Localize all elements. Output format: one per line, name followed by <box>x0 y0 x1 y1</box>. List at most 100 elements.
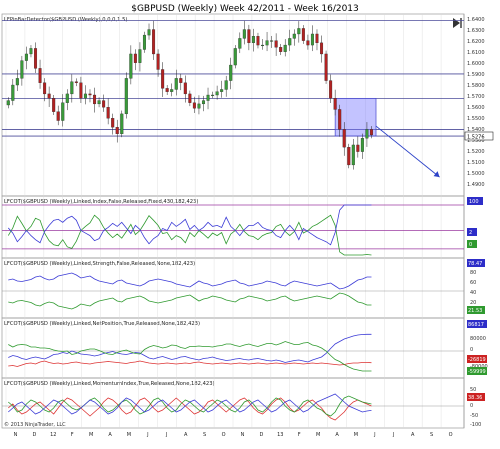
candle-body <box>43 82 47 95</box>
candle-body <box>215 91 219 96</box>
candle-body <box>329 80 333 99</box>
candle-body <box>265 40 269 46</box>
candle-body <box>274 40 278 48</box>
candle-body <box>283 44 287 52</box>
projection-line <box>375 125 440 178</box>
candle-body <box>52 98 56 112</box>
candle-body <box>120 113 124 135</box>
candle-body <box>369 129 373 136</box>
indicator-series-line <box>7 204 372 246</box>
candle-body <box>133 53 137 63</box>
candle-body <box>356 144 360 152</box>
x-tick-label: D <box>32 432 36 438</box>
momentum-tick: 50 <box>470 387 476 393</box>
indicator-series-line <box>7 214 372 256</box>
momentum-tick: 0 <box>470 403 473 409</box>
netposition-tick: 0 <box>470 347 473 353</box>
netposition-axis: 86817 80000 0 -26819 -80000 -59999 <box>467 320 488 375</box>
x-tick-label: A <box>184 432 188 438</box>
candle-body <box>342 129 346 148</box>
candle-body <box>11 84 15 101</box>
indicator-series-line <box>8 272 372 290</box>
indicator-series-line <box>8 360 372 367</box>
index-value-purple: 2 <box>469 230 472 236</box>
netposition-panel-label: LFCOT($GBPUSD (Weekly),Linked,NetPositio… <box>4 321 200 327</box>
collapse-arrow-icon[interactable] <box>453 18 462 28</box>
candle-body <box>351 144 355 166</box>
index-value-blue: 100 <box>469 199 479 205</box>
price-tick: 1.6000 <box>467 61 485 67</box>
price-tick: 1.5600 <box>467 105 485 111</box>
candle-body <box>115 127 119 135</box>
x-tick-label: D <box>259 432 263 438</box>
x-tick-label: M <box>316 432 320 438</box>
netposition-value-green: -59999 <box>468 369 486 375</box>
candle-body <box>170 89 174 92</box>
candle-body <box>79 82 83 99</box>
strength-tick: 20 <box>470 300 476 306</box>
candle-body <box>220 89 224 92</box>
momentum-axis: 50 38.36 0 -50 -100 <box>467 387 485 428</box>
x-tick-label: M <box>354 432 358 438</box>
copyright-footer: © 2013 NinjaTrader, LLC <box>4 421 66 428</box>
candle-body <box>20 60 24 79</box>
candle-body <box>201 100 206 105</box>
price-tick: 1.6300 <box>467 28 485 34</box>
candle-body <box>174 78 178 90</box>
price-tick: 1.5800 <box>467 83 485 89</box>
price-tick: 1.5900 <box>467 72 485 78</box>
candle-body <box>247 29 251 44</box>
price-tick: 1.6200 <box>467 39 485 45</box>
price-series <box>2 20 464 178</box>
indicator-series <box>2 204 464 421</box>
candle-body <box>233 48 237 66</box>
x-tick-label: M <box>89 432 93 438</box>
candle-body <box>142 34 146 50</box>
price-panel-label: LFPinBarDetector($GBPUSD (Weekly),0,0,0,… <box>4 17 127 23</box>
candle-body <box>279 47 283 52</box>
candle-body <box>147 29 151 36</box>
candle-body <box>229 64 233 81</box>
indicator-series-line <box>8 393 372 415</box>
candle-body <box>129 53 133 79</box>
candle-body <box>360 138 364 152</box>
candle-body <box>206 94 210 101</box>
price-tick: 1.5500 <box>467 116 485 122</box>
price-tick: 1.5400 <box>467 127 485 133</box>
candle-body <box>297 28 301 35</box>
netposition-value-red: -26819 <box>468 357 486 363</box>
x-tick-label: J <box>373 432 375 438</box>
candle-body <box>183 82 187 95</box>
candle-body <box>88 93 92 96</box>
candle-body <box>70 81 74 95</box>
price-current-badge: 1.5276 <box>464 131 494 141</box>
candle-body <box>111 118 115 128</box>
candle-body <box>310 33 314 46</box>
price-tick: 1.5700 <box>467 94 485 100</box>
candle-body <box>33 48 38 69</box>
candle-body <box>29 48 33 55</box>
time-axis: N D 12 F M A M J J A S O N D 13 F M A M J J A S O <box>14 432 453 438</box>
x-tick-label: F <box>298 432 301 438</box>
candle-body <box>338 109 342 130</box>
candle-body <box>315 33 319 44</box>
candle-body <box>93 94 97 105</box>
candle-body <box>288 38 292 46</box>
indicator-series-line <box>8 397 372 421</box>
candle-body <box>24 53 28 61</box>
candle-body <box>15 78 19 86</box>
index-axis-badges: 100 2 0 <box>467 197 483 248</box>
price-current-value: 1.5276 <box>467 135 485 141</box>
candle-body <box>165 88 169 92</box>
x-tick-label: M <box>127 432 131 438</box>
candle-body <box>124 78 128 115</box>
price-axis: 1.6400 1.6300 1.6200 1.6100 1.6000 1.590… <box>467 17 485 188</box>
x-tick-label: A <box>411 432 415 438</box>
price-tick: 1.5200 <box>467 149 485 155</box>
indicator-series-line <box>8 341 372 372</box>
candle-body <box>324 53 328 81</box>
candle-body <box>47 93 51 99</box>
strength-tick: 40 <box>470 290 476 296</box>
strength-tick: 80 <box>470 270 476 276</box>
